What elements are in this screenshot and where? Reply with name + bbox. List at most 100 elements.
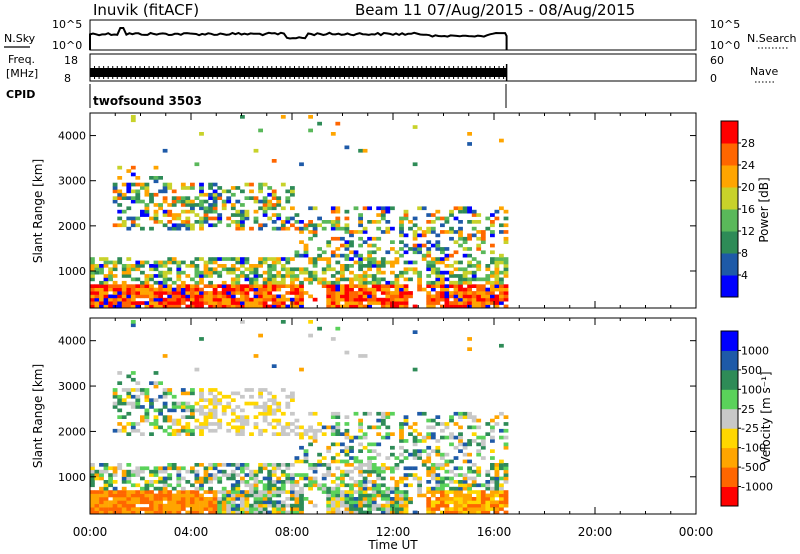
range-gate-cell <box>376 301 382 305</box>
range-gate-cell <box>180 291 186 295</box>
range-gate-cell <box>112 297 118 302</box>
range-gate-cell <box>471 439 477 443</box>
range-gate-cell <box>262 418 268 423</box>
range-gate-cell <box>144 415 150 419</box>
range-gate-cell <box>503 236 509 241</box>
range-gate-cell <box>221 287 227 292</box>
range-gate-cell <box>208 209 213 214</box>
range-gate-cell <box>426 297 432 302</box>
range-gate-cell <box>185 216 191 221</box>
range-gate-cell <box>167 432 173 436</box>
range-gate-cell <box>458 236 463 241</box>
range-gate-cell <box>390 206 395 211</box>
range-gate-cell <box>149 432 154 436</box>
range-gate-cell <box>208 274 213 278</box>
range-gate-cell <box>444 291 450 295</box>
range-gate-cell <box>217 304 223 309</box>
range-gate-cell <box>153 179 159 184</box>
range-gate-cell <box>226 301 232 305</box>
range-gate-cell <box>117 415 123 419</box>
range-gate-cell <box>126 291 132 295</box>
range-gate-cell <box>371 425 377 430</box>
range-gate-cell <box>199 425 204 430</box>
range-gate-cell <box>385 260 391 265</box>
range-gate-cell <box>330 274 336 278</box>
range-gate-cell <box>153 220 159 224</box>
range-gate-cell <box>440 280 445 285</box>
range-gate-cell <box>430 510 436 515</box>
range-gate-cell <box>90 483 95 488</box>
range-gate-cell <box>299 294 304 299</box>
range-gate-cell <box>121 401 127 406</box>
range-gate-cell <box>444 459 450 464</box>
range-gate-cell <box>353 490 359 494</box>
range-gate-cell <box>390 260 395 265</box>
range-gate-cell <box>162 223 168 228</box>
range-gate-cell <box>253 291 259 295</box>
range-gate-cell <box>290 223 295 228</box>
range-gate-cell <box>480 456 486 460</box>
range-gate-cell <box>208 203 213 207</box>
range-gate-cell <box>90 284 95 288</box>
range-gate-cell <box>126 267 132 272</box>
range-gate-cell <box>103 507 109 511</box>
range-gate-cell <box>294 304 300 309</box>
range-gate-cell <box>153 192 159 197</box>
range-gate-cell <box>371 274 377 278</box>
range-gate-cell <box>385 280 391 285</box>
range-gate-cell <box>490 449 495 453</box>
range-gate-cell <box>462 415 468 419</box>
range-gate-cell <box>344 432 350 436</box>
range-gate-cell <box>408 432 413 436</box>
range-gate-cell <box>140 391 145 396</box>
range-gate-cell <box>121 294 127 299</box>
range-gate-cell <box>149 480 154 484</box>
range-gate-cell <box>226 304 232 309</box>
range-gate-cell <box>394 301 400 305</box>
range-gate-cell <box>258 405 263 409</box>
range-gate-cell <box>435 260 441 265</box>
range-gate-cell <box>321 483 327 488</box>
range-gate-cell <box>221 291 227 295</box>
range-gate-cell <box>180 493 186 498</box>
range-gate-cell <box>440 294 445 299</box>
range-gate-cell <box>271 463 277 467</box>
range-gate-cell <box>312 469 318 474</box>
range-gate-cell <box>308 220 313 224</box>
range-gate-cell <box>180 209 186 214</box>
range-gate-cell <box>353 230 359 234</box>
range-gate-cell <box>176 483 182 488</box>
range-gate-cell <box>153 408 159 413</box>
range-gate-cell <box>344 459 350 464</box>
range-gate-cell <box>371 287 377 292</box>
range-gate-cell <box>494 274 500 278</box>
range-gate-cell <box>240 476 245 481</box>
range-gate-cell <box>208 466 213 471</box>
range-gate-cell <box>258 388 263 392</box>
range-gate-cell <box>176 277 182 282</box>
range-gate-cell <box>435 233 441 238</box>
range-gate-cell <box>371 466 377 471</box>
range-gate-cell <box>380 411 386 416</box>
range-gate-cell <box>276 493 282 498</box>
range-gate-cell <box>212 291 218 295</box>
range-gate-cell <box>108 304 113 309</box>
range-gate-cell <box>390 264 395 268</box>
range-gate-cell <box>435 216 441 221</box>
range-gate-cell <box>171 394 177 399</box>
range-gate-cell <box>185 497 191 501</box>
range-gate-cell <box>353 500 359 505</box>
range-gate-cell <box>280 428 286 433</box>
range-gate-cell <box>462 206 468 211</box>
range-gate-cell <box>403 267 409 272</box>
range-gate-cell <box>380 497 386 501</box>
range-gate-cell <box>317 216 322 221</box>
range-gate-cell <box>112 394 118 399</box>
range-gate-cell <box>226 503 232 508</box>
range-gate-cell <box>326 220 332 224</box>
range-gate-cell <box>344 301 350 305</box>
range-gate-cell <box>90 507 95 511</box>
range-gate-cell <box>435 473 441 477</box>
colorbar-tick-label: 8 <box>741 247 748 260</box>
